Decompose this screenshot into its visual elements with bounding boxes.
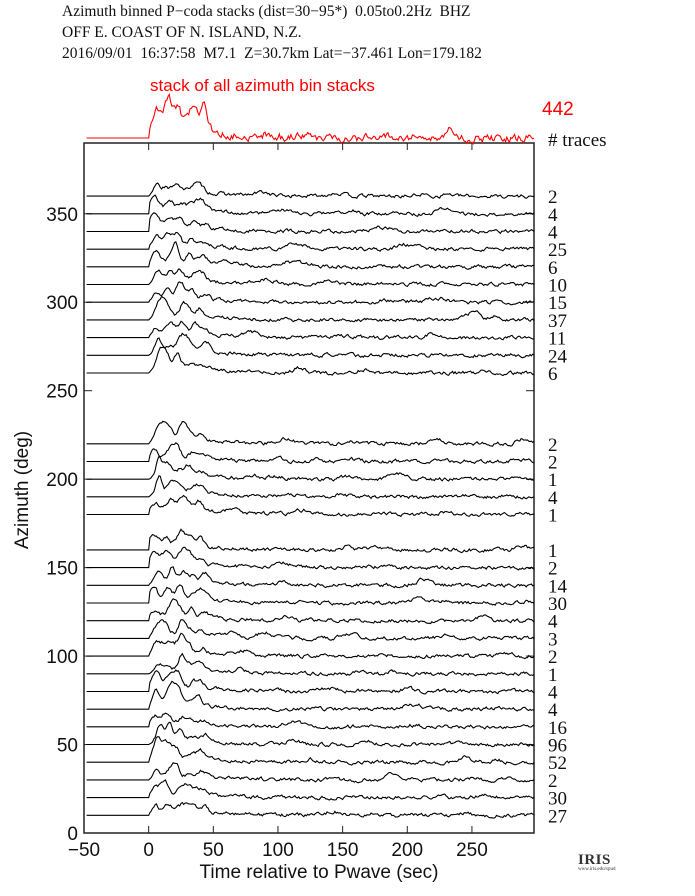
trace-az-30: [86, 762, 535, 784]
trace-count-label: 2: [548, 647, 558, 668]
trace-az-260: [86, 346, 535, 377]
trace-count-label: 52: [548, 753, 567, 774]
trace-az-220: [86, 420, 535, 447]
trace-count-label: 4: [548, 700, 558, 721]
y-tick-label: 0: [67, 824, 78, 845]
trace-az-90: [86, 652, 535, 677]
trace-count-label: 1: [548, 470, 558, 491]
stack-count: 442: [542, 99, 574, 120]
trace-count-label: 6: [548, 258, 558, 279]
trace-count-label: 2: [548, 435, 558, 456]
trace-count-label: 2: [548, 559, 558, 580]
trace-az-60: [86, 712, 535, 730]
trace-count-label: 2: [548, 452, 558, 473]
trace-count-label: 24: [548, 346, 568, 367]
x-axis-label: Time relative to Pwave (sec): [200, 862, 439, 883]
y-tick-label: 350: [46, 205, 78, 226]
trace-az-350: [86, 194, 535, 217]
trace-az-70: [86, 680, 535, 713]
trace-az-160: [86, 528, 535, 554]
trace-count-label: 11: [548, 329, 566, 350]
logo-url: www.iris.edu/spud: [578, 867, 616, 872]
trace-count-label: 3: [548, 629, 558, 650]
y-tick-label: 200: [46, 470, 78, 491]
title-line-1: Azimuth binned P−coda stacks (dist=30−95…: [62, 3, 471, 20]
trace-az-270: [86, 332, 535, 359]
trace-az-110: [86, 619, 535, 642]
x-tick-label: 150: [327, 840, 359, 861]
trace-count-label: 27: [548, 806, 567, 827]
trace-count-label: 1: [548, 506, 558, 527]
x-tick-label: 100: [262, 840, 294, 861]
x-tick-label: −50: [68, 840, 100, 861]
trace-count-label: 2: [548, 771, 558, 792]
trace-count-label: 4: [548, 682, 558, 703]
trace-az-130: [86, 584, 535, 606]
logo-text: IRIS: [578, 852, 611, 868]
title-line-2: OFF E. COAST OF N. ISLAND, N.Z.: [62, 24, 302, 41]
x-tick-label: 50: [203, 840, 224, 861]
trace-count-label: 14: [548, 576, 568, 597]
trace-count-label: 1: [548, 665, 558, 686]
trace-count-label: 2: [548, 187, 558, 208]
y-tick-label: 50: [57, 736, 78, 757]
trace-count-label: 96: [548, 736, 567, 757]
trace-count-label: 4: [548, 612, 558, 633]
trace-count-label: 4: [548, 205, 558, 226]
count-header: # traces: [548, 130, 607, 151]
trace-az-310: [86, 268, 535, 288]
trace-az-200: [86, 455, 535, 482]
trace-count-label: 10: [548, 276, 567, 297]
x-tick-label: 0: [143, 840, 154, 861]
y-tick-label: 250: [46, 382, 78, 403]
x-tick-label: 250: [456, 840, 488, 861]
title-line-3: 2016/09/01 16:37:58 M7.1 Z=30.7km Lat=−3…: [62, 45, 482, 62]
trace-az-210: [86, 442, 535, 465]
stack-trace: [86, 92, 535, 146]
trace-count-label: 6: [548, 364, 558, 385]
trace-az-300: [86, 281, 535, 306]
trace-count-label: 30: [548, 594, 567, 615]
trace-count-label: 37: [548, 311, 567, 332]
iris-logo: IRIS www.iris.edu/spud: [578, 852, 615, 872]
trace-az-190: [86, 475, 535, 500]
plot-frame: [83, 142, 535, 834]
y-tick-label: 150: [46, 559, 78, 580]
y-tick-label: 300: [46, 293, 78, 314]
x-tick-label: 200: [391, 840, 423, 861]
trace-az-290: [86, 295, 535, 323]
trace-az-50: [86, 721, 535, 748]
trace-az-100: [86, 632, 535, 660]
trace-az-120: [86, 598, 535, 625]
y-axis-label: Azimuth (deg): [12, 431, 33, 549]
trace-az-80: [86, 669, 535, 695]
trace-count-label: 16: [548, 718, 567, 739]
trace-az-320: [86, 241, 535, 270]
trace-az-20: [86, 779, 535, 801]
trace-az-40: [86, 736, 535, 766]
trace-az-340: [86, 212, 535, 235]
trace-count-label: 30: [548, 789, 567, 810]
trace-az-10: [86, 801, 535, 819]
trace-az-140: [86, 566, 535, 589]
trace-count-label: 25: [548, 240, 567, 261]
trace-az-330: [86, 231, 535, 253]
trace-az-360: [86, 181, 535, 199]
trace-az-150: [86, 546, 535, 571]
stack-label: stack of all azimuth bin stacks: [150, 76, 375, 95]
y-tick-label: 100: [46, 647, 78, 668]
trace-az-180: [86, 494, 535, 518]
trace-count-label: 15: [548, 293, 567, 314]
trace-az-280: [86, 320, 535, 341]
trace-count-label: 4: [548, 222, 558, 243]
trace-count-label: 1: [548, 541, 558, 562]
trace-count-label: 4: [548, 488, 558, 509]
